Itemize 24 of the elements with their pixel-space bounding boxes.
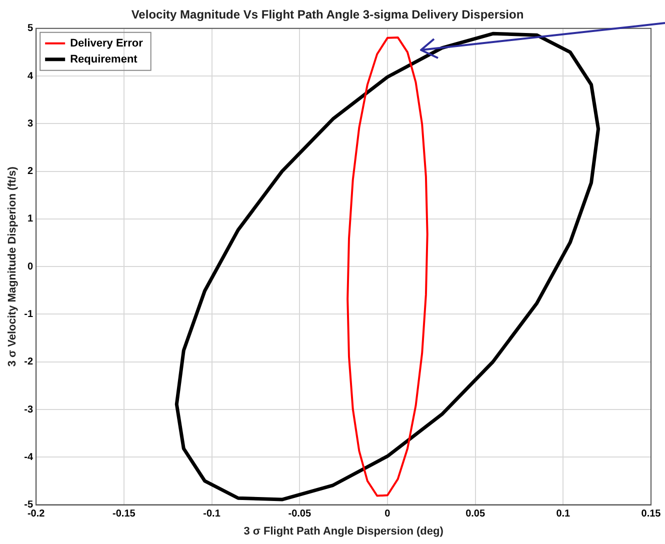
x-tick-label: -0.05 xyxy=(288,508,312,520)
x-tick-label: -0.2 xyxy=(27,508,46,520)
x-tick-label: -0.1 xyxy=(203,508,221,520)
y-tick-label: 0 xyxy=(28,261,34,272)
x-tick-label: 0.05 xyxy=(466,508,486,520)
x-axis-title: 3 σ Flight Path Angle Dispersion (deg) xyxy=(244,525,444,538)
y-tick-label: 5 xyxy=(28,23,34,34)
y-tick-label: -1 xyxy=(24,308,34,320)
x-tick-label: -0.15 xyxy=(112,508,136,520)
y-tick-label: -2 xyxy=(24,356,34,368)
y-tick-label: 2 xyxy=(28,166,34,178)
x-tick-label: 0.1 xyxy=(556,508,571,520)
legend-label: Requirement xyxy=(70,53,138,66)
chart-title: Velocity Magnitude Vs Flight Path Angle 3-sigma Delivery Dispersion xyxy=(131,8,524,22)
y-tick-label: 3 xyxy=(28,118,34,130)
y-axis-title: 3 σ Velocity Magnitude Disperion (ft/s) xyxy=(6,166,19,367)
y-tick-label: -3 xyxy=(24,404,34,416)
y-tick-label: -5 xyxy=(24,500,34,511)
legend-label: Delivery Error xyxy=(70,37,144,50)
y-tick-label: 4 xyxy=(28,70,34,82)
y-tick-label: 1 xyxy=(28,214,34,225)
x-tick-label: 0.15 xyxy=(641,508,662,520)
x-tick-label: 0 xyxy=(384,508,391,520)
y-tick-label: -4 xyxy=(24,452,34,463)
